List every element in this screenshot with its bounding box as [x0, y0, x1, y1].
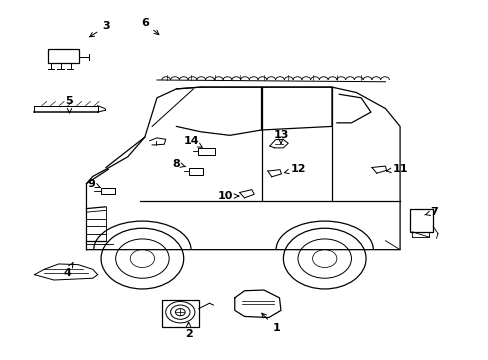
Text: 4: 4 — [63, 263, 73, 278]
Text: 11: 11 — [386, 164, 407, 174]
Text: 2: 2 — [184, 322, 192, 339]
Text: 1: 1 — [261, 313, 280, 333]
Text: 5: 5 — [65, 96, 73, 113]
Text: 7: 7 — [424, 207, 437, 217]
Text: 10: 10 — [217, 191, 238, 201]
Text: 8: 8 — [172, 159, 185, 169]
Text: 14: 14 — [183, 136, 202, 147]
Text: 6: 6 — [141, 18, 159, 35]
Text: 12: 12 — [284, 164, 305, 174]
Text: 9: 9 — [87, 179, 101, 189]
Text: 3: 3 — [89, 21, 109, 37]
Text: 13: 13 — [273, 130, 288, 143]
